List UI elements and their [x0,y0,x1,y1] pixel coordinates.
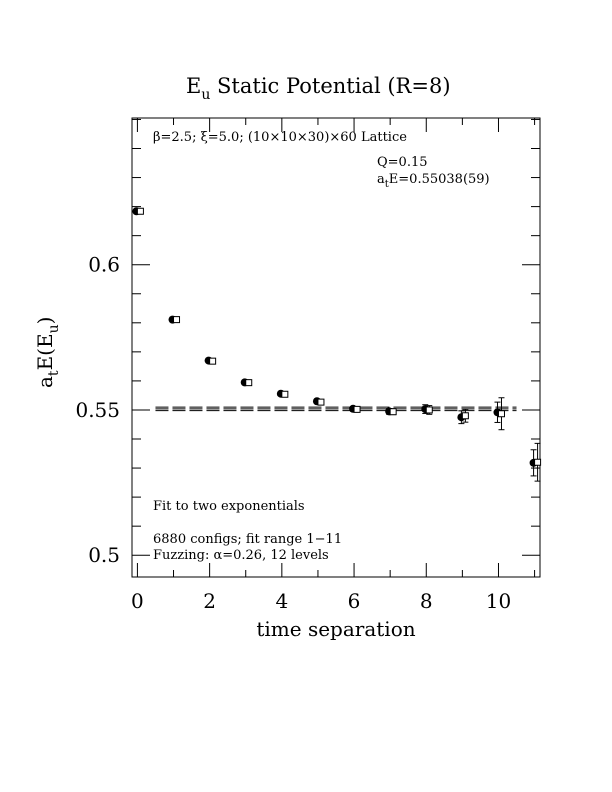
data-point-square [389,408,397,416]
data-point-square [281,390,289,398]
x-tick-label: 0 [131,589,144,613]
data-point-square [173,316,181,324]
y-label-u: u [46,324,62,333]
data-point-square [497,410,505,418]
x-tick-label: 6 [348,589,361,613]
data-point-square [317,398,325,406]
configs-annotation: 6880 configs; fit range 1−11 [153,532,342,547]
data-point-square [136,207,144,215]
x-axis-label: time separation [256,617,415,641]
y-label-e: E(E [33,333,57,370]
energy-rest: E=0.55038(59) [389,172,490,187]
y-label-close: ) [33,317,57,325]
x-tick-label: 10 [486,589,511,613]
y-tick-label: 0.5 [88,543,120,567]
q-annotation: Q=0.15 [377,155,428,170]
title-rest: Static Potential (R=8) [210,74,450,98]
plot-frame [131,117,541,578]
x-tick-label: 2 [203,589,216,613]
title-subscript: u [201,87,210,103]
lattice-annotation: β=2.5; ξ=5.0; (10×10×30)×60 Lattice [153,130,407,145]
data-point-square [353,405,361,413]
x-tick-label: 8 [420,589,433,613]
data-point-square [461,412,469,420]
y-axis-label: atE(Eu) [33,317,62,388]
fuzzing-annotation: Fuzzing: α=0.26, 12 levels [153,548,329,563]
chart-title: Eu Static Potential (R=8) [186,74,451,103]
x-tick-label: 4 [275,589,288,613]
energy-annotation: atE=0.55038(59) [377,172,490,190]
energy-t: t [385,179,389,190]
y-tick-label: 0.55 [75,398,120,422]
data-point-square [534,458,542,466]
data-point-square [245,379,253,387]
title-main: E [186,74,201,98]
data-point-square [425,406,433,414]
data-point-square [209,357,217,365]
y-label-a: a [33,376,57,388]
y-label-t: t [46,370,62,376]
y-tick-label: 0.6 [88,253,120,277]
fit-method-annotation: Fit to two exponentials [153,499,305,514]
energy-a: a [377,172,385,187]
